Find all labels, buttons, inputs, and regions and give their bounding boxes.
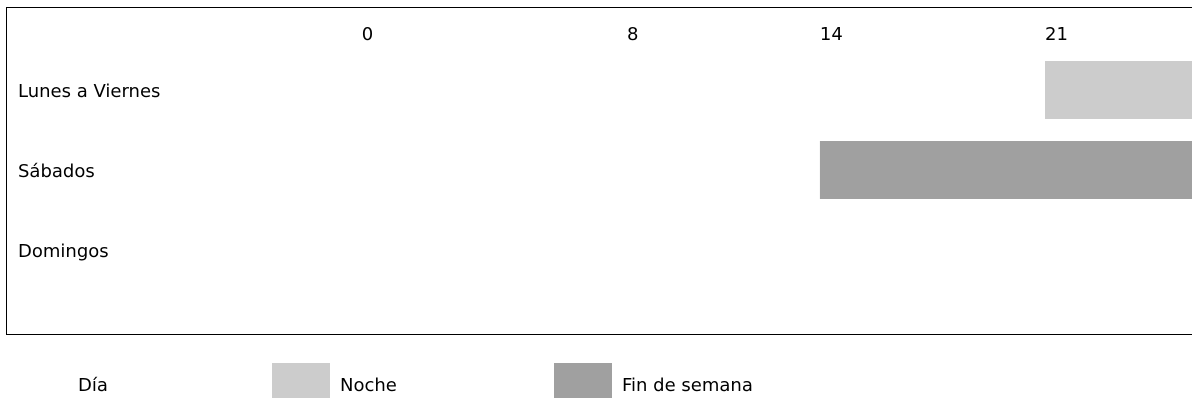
bars-layer: [819, 61, 1192, 199]
legend-swatch-fin-de-semana: [554, 363, 612, 398]
x-tick-label: 8: [627, 24, 638, 45]
plot-frame: [6, 7, 1192, 335]
x-tick-label: 0: [362, 24, 373, 45]
legend-label-fin-de-semana: Fin de semana: [622, 375, 753, 396]
bar-fin-de-semana-sabados: [819, 141, 1192, 199]
legend-label-noche: Noche: [340, 375, 397, 396]
x-axis-ticks: 0 8 14 21: [362, 24, 1068, 45]
category-label-sabados: Sábados: [18, 161, 95, 182]
category-label-lunes-a-viernes: Lunes a Viernes: [18, 81, 160, 102]
x-tick-label: 14: [820, 24, 843, 45]
category-label-domingos: Domingos: [18, 241, 109, 262]
legend-label-dia: Día: [78, 375, 108, 396]
x-tick-label: 21: [1045, 24, 1068, 45]
category-labels: Lunes a Viernes Sábados Domingos: [18, 81, 160, 262]
legend-swatch-noche: [272, 363, 330, 398]
bar-noche-lunes-a-viernes: [1045, 61, 1192, 119]
legend: Día Noche Fin de semana: [78, 363, 753, 398]
